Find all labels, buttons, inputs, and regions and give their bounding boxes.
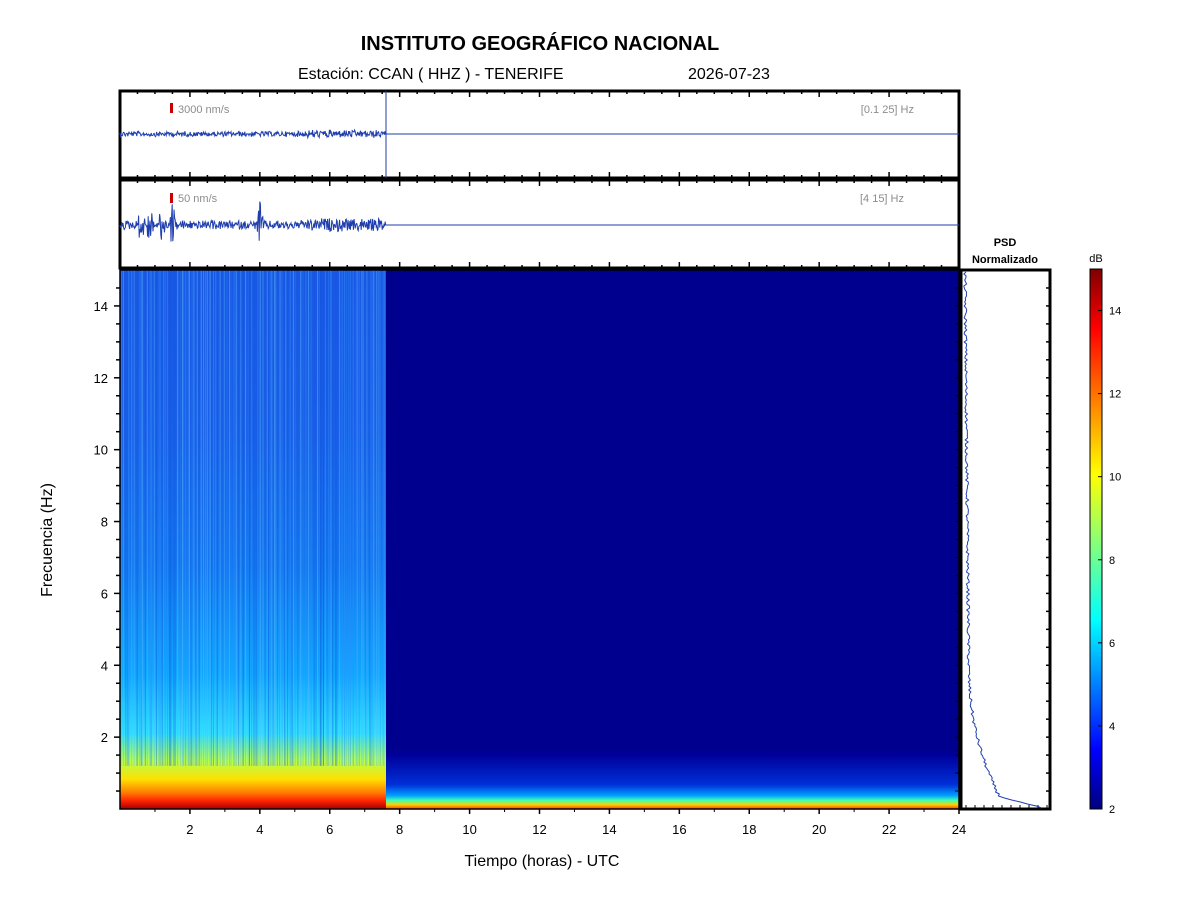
colorbar-tick-label: 4 (1109, 721, 1115, 733)
seismogram-panel-1: 3000 nm/s [0.1 25] Hz (118, 89, 961, 180)
spectrogram-texture (120, 270, 385, 766)
x-tick-label: 22 (882, 822, 896, 837)
seismogram-panel-2: 50 nm/s [4 15] Hz (118, 178, 961, 270)
y-tick-label: 8 (101, 515, 108, 530)
seis1-trace (119, 128, 959, 140)
date-label: 2026-07-23 (688, 66, 770, 83)
seis2-ticks (119, 180, 960, 268)
x-tick-label: 20 (812, 822, 826, 837)
y-tick-label: 14 (94, 299, 108, 314)
colorbar-tick-label: 14 (1109, 306, 1121, 318)
psd-title-line-2: Normalizado (972, 254, 1038, 266)
psd-curve (963, 271, 1042, 809)
x-tick-label: 16 (672, 822, 686, 837)
colorbar-tick-label: 8 (1109, 555, 1115, 567)
scale-marker-icon (170, 103, 173, 113)
y-tick-label: 12 (94, 371, 108, 386)
colorbar-ticks: 2 4 6 8 10 12 14 (1098, 306, 1121, 816)
colorbar-tick-label: 10 (1109, 472, 1121, 484)
seis1-scale-label: 3000 nm/s (178, 104, 230, 116)
x-tick-label: 24 (952, 822, 966, 837)
seis2-scale-label: 50 nm/s (178, 193, 218, 205)
y-tick-label: 10 (94, 443, 108, 458)
x-tick-label: 4 (256, 822, 263, 837)
station-label: Estación: CCAN ( HHZ ) - TENERIFE (298, 66, 564, 83)
seis1-band-label: [0.1 25] Hz (861, 104, 914, 116)
x-tick-label: 6 (326, 822, 333, 837)
seis2-band-label: [4 15] Hz (860, 193, 904, 205)
page-title: INSTITUTO GEOGRÁFICO NACIONAL (360, 33, 720, 55)
x-tick-label: 10 (462, 822, 476, 837)
colorbar-tick-label: 6 (1109, 638, 1115, 650)
seis1-ticks (119, 91, 960, 178)
y-tick-label: 6 (101, 586, 108, 601)
psd-ticks (965, 287, 1050, 809)
psd-title-line-1: PSD (994, 237, 1017, 249)
x-tick-label: 18 (742, 822, 756, 837)
x-tick-label: 8 (396, 822, 403, 837)
x-tick-label: 14 (602, 822, 616, 837)
x-axis-label: Tiempo (horas) - UTC (465, 853, 620, 870)
seis2-trace (119, 201, 959, 242)
scale-marker-icon (170, 193, 173, 203)
colorbar-label: dB (1089, 253, 1102, 265)
y-tick-label: 2 (101, 730, 108, 745)
y-tick-label: 4 (101, 658, 108, 673)
colorbar-tick-label: 2 (1109, 804, 1115, 816)
psd-panel: PSD Normalizado (959, 237, 1052, 811)
colorbar-tick-label: 12 (1109, 389, 1121, 401)
psd-frame (959, 268, 1052, 811)
y-axis-label: Frecuencia (Hz) (39, 483, 56, 597)
x-tick-label: 12 (532, 822, 546, 837)
colorbar: dB 2 4 6 8 10 12 14 (1089, 253, 1121, 816)
x-tick-label: 2 (186, 822, 193, 837)
colorbar-gradient (1089, 268, 1103, 810)
